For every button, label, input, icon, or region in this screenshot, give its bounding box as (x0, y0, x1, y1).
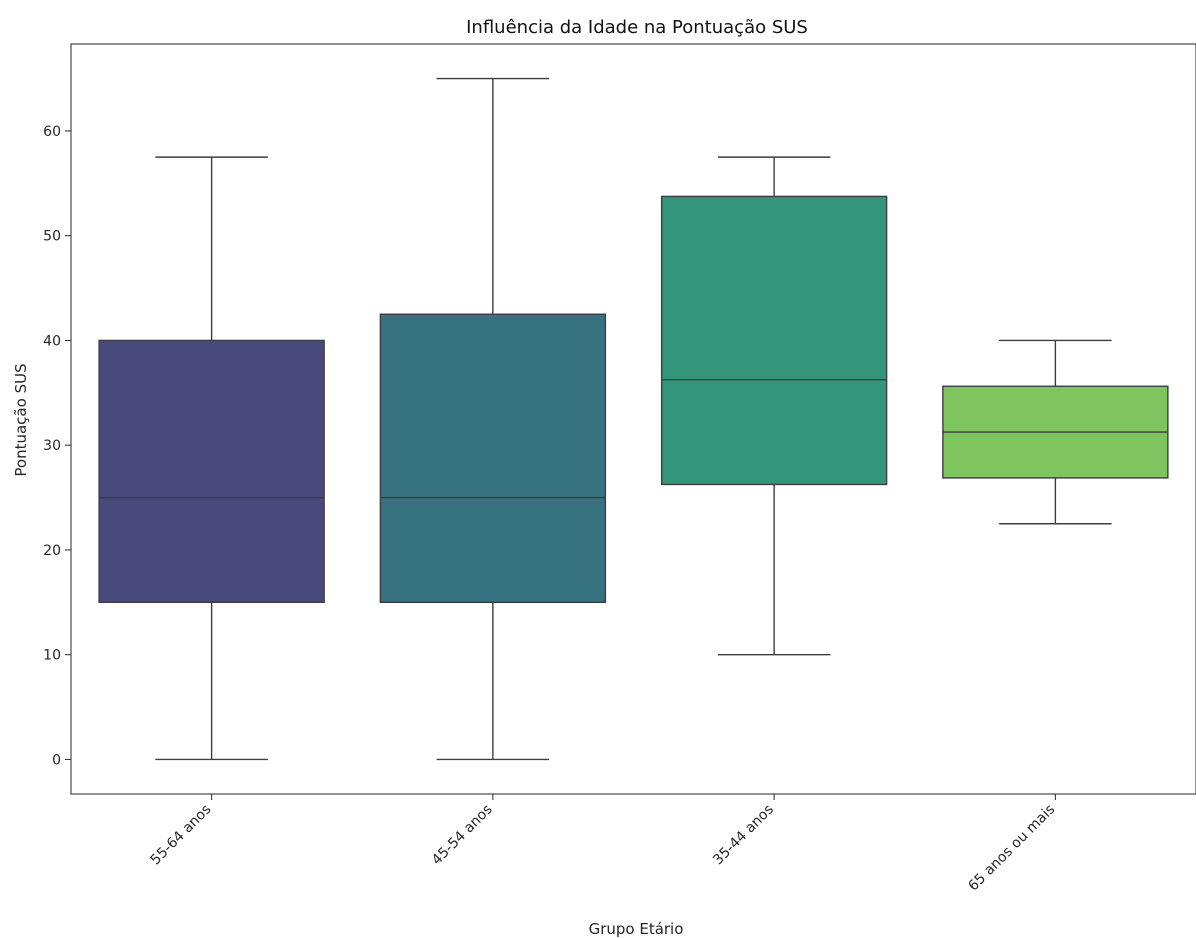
y-tick-label: 10 (43, 648, 61, 664)
box-iqr (379, 313, 607, 604)
y-tick-label: 20 (43, 543, 61, 559)
y-axis: 0 10 20 30 40 50 60 (43, 124, 71, 768)
x-axis-title: Grupo Etário (589, 920, 684, 938)
box-group-1 (98, 156, 325, 761)
box-group-2 (379, 77, 607, 761)
chart-title: Influência da Idade na Pontuação SUS (466, 17, 808, 38)
y-tick-label: 50 (43, 229, 61, 245)
x-tick-label: 35-44 anos (710, 802, 777, 869)
box-iqr (660, 195, 888, 486)
box-group-3 (660, 156, 888, 656)
y-tick-label: 60 (43, 124, 61, 140)
box-group-4 (942, 339, 1169, 525)
y-tick-label: 0 (52, 752, 61, 768)
y-tick-label: 40 (43, 333, 61, 349)
x-tick-label: 45-54 anos (429, 802, 496, 869)
x-tick-label: 55-64 anos (148, 802, 215, 869)
y-axis-title: Pontuação SUS (12, 363, 30, 476)
plot-area (98, 77, 1169, 761)
box-iqr (98, 339, 325, 604)
x-tick-label: 65 anos ou mais (965, 802, 1058, 895)
x-axis: 55-64 anos 45-54 anos 35-44 anos 65 anos ou… (148, 794, 1058, 895)
plot-frame (70, 43, 1196, 795)
y-tick-label: 30 (43, 438, 61, 454)
